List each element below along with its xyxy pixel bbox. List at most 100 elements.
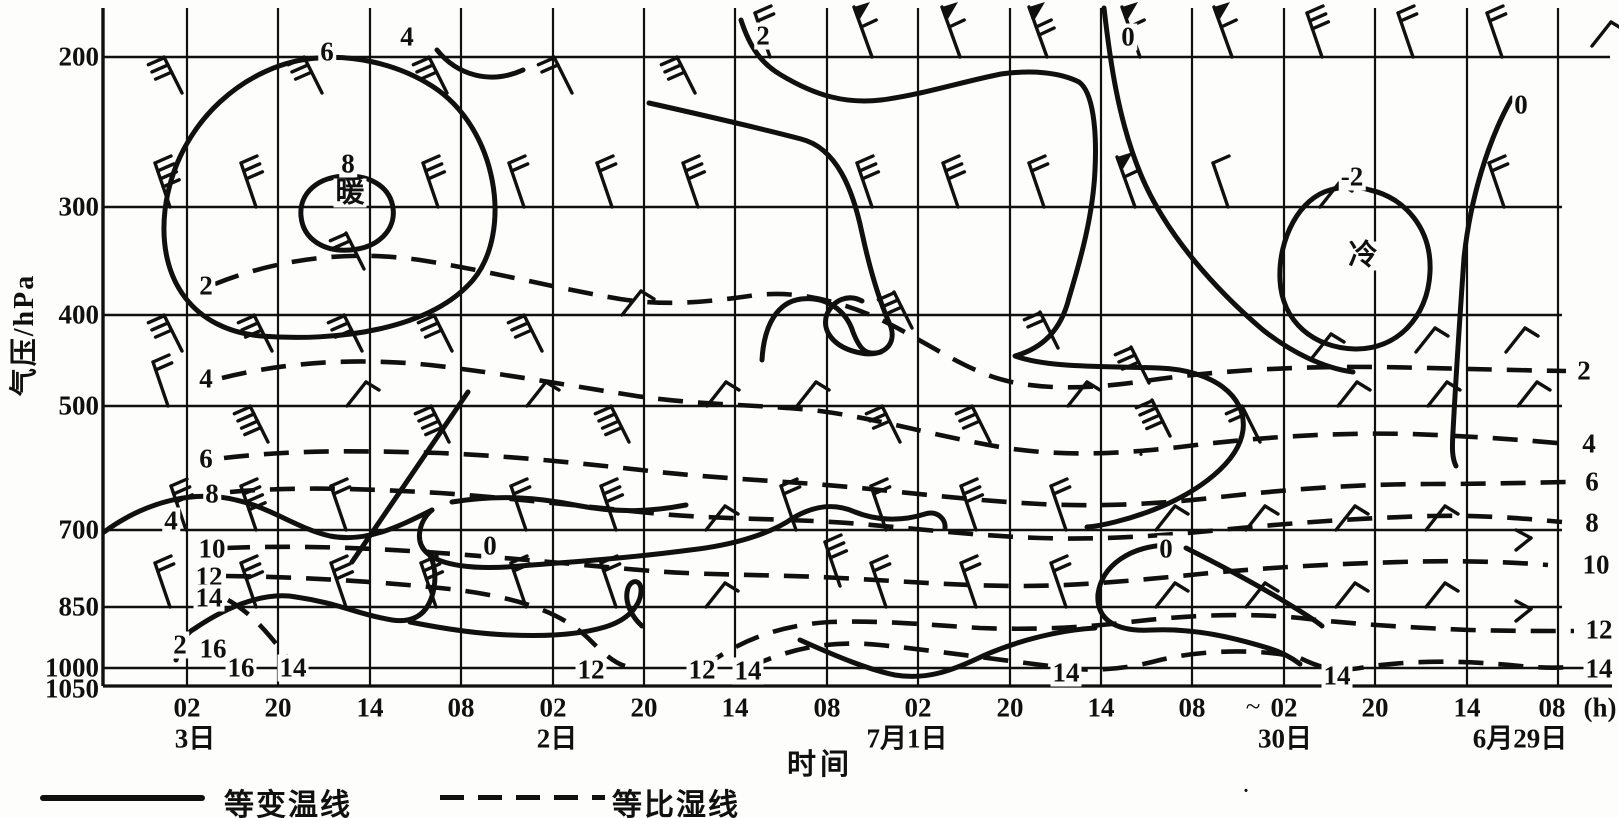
wind-barb-icon xyxy=(232,404,270,444)
wind-barb-icon xyxy=(1590,20,1619,48)
humidity-isoline xyxy=(226,597,295,667)
temp-change-isoline xyxy=(101,493,435,541)
temp-change-isoline xyxy=(298,173,396,253)
wind-barb-icon xyxy=(1336,380,1372,408)
wind-barb-icon xyxy=(1154,504,1190,532)
temp-change-isoline xyxy=(759,296,884,363)
wind-barb-icon xyxy=(329,477,352,532)
temp-change-isoline xyxy=(790,504,948,531)
wind-barb-icon xyxy=(959,554,982,609)
wind-barb-icon xyxy=(1134,398,1172,438)
wind-barb-icon xyxy=(855,154,881,209)
temp-change-isoline xyxy=(449,495,689,514)
wind-barb-icon xyxy=(1485,4,1508,59)
wind-barb-icon xyxy=(239,154,265,209)
wind-barb-icon xyxy=(753,4,776,59)
humidity-isoline xyxy=(223,449,1567,508)
wind-barb-icon xyxy=(1120,2,1146,59)
wind-barb-icon xyxy=(1318,181,1354,209)
wind-barb-icon xyxy=(954,404,992,444)
solid-line-sample xyxy=(40,795,205,801)
legend-label-dashed: 等比湿线 xyxy=(612,789,740,818)
wind-barb-icon xyxy=(620,289,656,317)
wind-barb-icon xyxy=(1426,380,1462,408)
wind-barb-icon xyxy=(1244,581,1280,609)
wind-barb-icon xyxy=(1424,504,1460,532)
temp-change-isoline xyxy=(161,54,498,340)
wind-barb-icon xyxy=(326,313,364,353)
wind-barb-icon xyxy=(869,554,892,609)
wind-barb-icon xyxy=(509,554,532,609)
wind-barb-icon xyxy=(345,380,381,408)
wind-barb-icon xyxy=(959,477,985,532)
x-axis-title: 时间 xyxy=(786,749,854,781)
legend-label-solid: 等变温线 xyxy=(224,789,352,818)
temp-change-isoline xyxy=(1277,184,1433,352)
wind-barb-icon xyxy=(659,55,697,95)
temp-change-isoline xyxy=(1449,95,1515,469)
wind-barb-icon xyxy=(507,154,530,209)
wind-barb-icon xyxy=(1424,581,1460,609)
wind-barb-icon xyxy=(1154,581,1190,609)
wind-barb-icon xyxy=(413,404,451,444)
wind-barb-icon xyxy=(823,533,849,588)
wind-barb-icon xyxy=(864,404,902,444)
temp-change-isoline xyxy=(434,47,526,80)
wind-barb-icon xyxy=(153,554,176,609)
humidity-isoline xyxy=(229,486,1563,541)
humidity-isoline xyxy=(221,359,1569,456)
wind-barb-icon xyxy=(1211,154,1231,209)
wind-barb-icon xyxy=(593,404,631,444)
wind-barb-icon xyxy=(328,231,366,271)
wind-barb-icon xyxy=(599,554,622,609)
wind-barb-icon xyxy=(239,554,265,609)
wind-barb-icon xyxy=(419,554,445,609)
wind-barb-icon xyxy=(153,154,181,209)
wind-barb-icon xyxy=(1487,154,1510,209)
wind-barb-icon xyxy=(1113,345,1151,385)
wind-barb-icon xyxy=(1334,581,1370,609)
wind-barb-icon xyxy=(146,313,184,353)
wind-barb-icon xyxy=(421,154,447,209)
wind-barb-icon xyxy=(704,504,740,532)
wind-barb-icon xyxy=(416,313,454,353)
wind-barb-icon xyxy=(1212,2,1238,59)
dashed-line-sample xyxy=(440,795,605,800)
wind-barb-icon xyxy=(681,154,707,209)
wind-barb-icon xyxy=(1224,404,1262,444)
wind-barb-icon xyxy=(411,55,449,95)
wind-barb-icon xyxy=(1027,154,1050,209)
temp-change-isoline xyxy=(416,507,796,570)
humidity-isoline xyxy=(747,641,1573,672)
wind-barb-icon xyxy=(705,380,741,408)
temp-change-isoline xyxy=(1183,545,1325,629)
wind-barb-icon xyxy=(1514,528,1533,552)
temp-change-isoline xyxy=(1101,5,1356,375)
wind-barb-icon xyxy=(146,55,184,95)
wind-barb-icon xyxy=(795,380,831,408)
wind-barb-icon xyxy=(852,2,878,59)
solid-contours xyxy=(101,5,1515,679)
wind-barb-icon xyxy=(1310,332,1346,360)
wind-barbs xyxy=(146,2,1619,623)
wind-barb-icon xyxy=(1334,504,1370,532)
wind-barb-icon xyxy=(525,380,561,408)
wind-barb-icon xyxy=(169,477,195,532)
wind-barb-icon xyxy=(536,55,574,95)
wind-barb-icon xyxy=(506,313,544,353)
wind-barb-icon xyxy=(1516,380,1552,408)
wind-barb-icon xyxy=(239,477,267,532)
wind-barb-icon xyxy=(1244,504,1280,532)
wind-barb-icon xyxy=(595,154,618,209)
y-axis-title: 气压/hPa xyxy=(9,273,40,397)
wind-barb-icon xyxy=(704,581,740,609)
wind-barb-icon xyxy=(1414,326,1450,354)
temp-change-isoline xyxy=(349,389,471,565)
humidity-isoline xyxy=(225,573,626,669)
humidity-isoline xyxy=(700,612,1575,670)
wind-barb-icon xyxy=(941,154,967,209)
wind-barb-icon xyxy=(1049,554,1072,609)
wind-barb-icon xyxy=(869,477,892,532)
wind-barb-icon xyxy=(1396,4,1419,59)
